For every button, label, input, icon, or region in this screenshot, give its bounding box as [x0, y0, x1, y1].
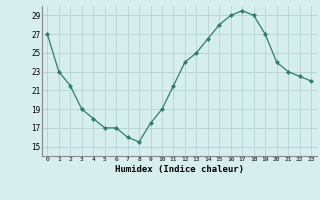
X-axis label: Humidex (Indice chaleur): Humidex (Indice chaleur)	[115, 165, 244, 174]
